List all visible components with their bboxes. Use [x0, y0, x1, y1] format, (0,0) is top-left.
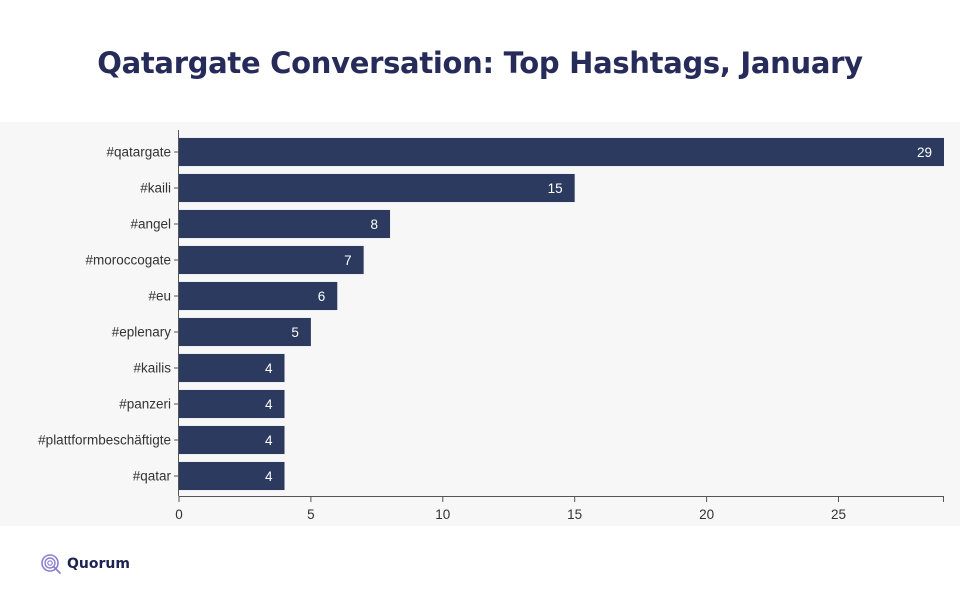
- bar-value-label: 6: [318, 289, 326, 304]
- bar: [179, 173, 575, 203]
- category-label: #plattformbeschäftigte: [38, 433, 171, 448]
- bar-value-label: 29: [917, 145, 932, 160]
- bar: [179, 209, 391, 239]
- x-tick-label: 20: [699, 507, 714, 522]
- bar: [179, 389, 285, 419]
- bar-value-label: 4: [265, 361, 273, 376]
- category-label: #kaili: [140, 181, 171, 196]
- quorum-logo-icon: [41, 554, 61, 574]
- brand-name: Quorum: [67, 556, 130, 572]
- category-label: #moroccogate: [85, 253, 171, 268]
- bar: [179, 281, 338, 311]
- x-tick-label: 15: [567, 507, 582, 522]
- x-tick-label: 10: [435, 507, 450, 522]
- bar-value-label: 8: [371, 217, 379, 232]
- bar-value-label: 7: [344, 253, 352, 268]
- bar-value-label: 5: [291, 325, 299, 340]
- bar: [179, 137, 944, 167]
- x-tick-label: 25: [831, 507, 846, 522]
- bar-value-label: 4: [265, 397, 273, 412]
- page-title: Qatargate Conversation: Top Hashtags, Ja…: [97, 46, 863, 80]
- bar: [179, 461, 285, 491]
- category-label: #qatargate: [106, 145, 171, 160]
- x-tick-label: 5: [307, 507, 315, 522]
- brand-logo: Quorum: [40, 553, 130, 575]
- x-tick-label: 0: [175, 507, 183, 522]
- category-label: #angel: [130, 217, 171, 232]
- bar: [179, 425, 285, 455]
- category-label: #kailis: [133, 361, 171, 376]
- bar-value-label: 15: [548, 181, 563, 196]
- bar-value-label: 4: [265, 469, 273, 484]
- bar-chart: #qatargate 29 #kaili 15 #angel 8 #moroccogate 7…: [38, 130, 944, 522]
- bar: [179, 317, 311, 347]
- bar: [179, 245, 364, 275]
- category-label: #qatar: [133, 469, 172, 484]
- plot-panel: #qatargate 29 #kaili 15 #angel 8 #moroccogate 7…: [0, 122, 960, 526]
- category-label: #panzeri: [119, 397, 171, 412]
- bar: [179, 353, 285, 383]
- category-label: #eplenary: [112, 325, 172, 340]
- category-label: #eu: [148, 289, 171, 304]
- bar-value-label: 4: [265, 433, 273, 448]
